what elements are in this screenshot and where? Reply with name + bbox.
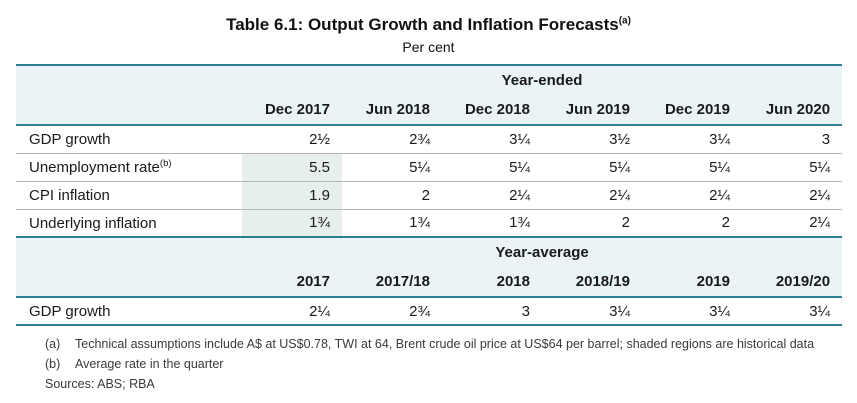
value-cell: 2¼ <box>509 186 530 204</box>
footnote-text: Technical assumptions include A$ at US$0… <box>75 337 815 351</box>
empty-corner-cell <box>16 95 242 125</box>
table-row-unemployment-rate: Unemployment rate(b) 5.5 5¼ 5¼ 5¼ 5¼ 5¼ <box>16 153 843 181</box>
value-cell: 3 <box>521 302 530 320</box>
value-cell: 1.9 <box>242 181 342 209</box>
value-cell: 3¼ <box>609 302 630 320</box>
empty-corner-cell <box>16 267 242 297</box>
value-cell: 3¼ <box>509 130 530 148</box>
year-average-band: Year-average <box>16 237 843 267</box>
year-average-section: Year-average 2017 2017/18 2018 2018/19 2… <box>16 237 843 325</box>
column-header: Jun 2020 <box>765 101 831 118</box>
footnote-a: (a) Technical assumptions include A$ at … <box>45 334 857 354</box>
value-cell: 5¼ <box>809 158 831 176</box>
column-header: Dec 2017 <box>264 101 330 118</box>
column-header: 2018 <box>496 273 530 290</box>
value-cell: 5¼ <box>509 158 530 176</box>
value-cell: 3½ <box>609 130 630 148</box>
table-title: Table 6.1: Output Growth and Inflation F… <box>0 15 857 35</box>
footnote-b: (b) Average rate in the quarter <box>45 354 857 374</box>
column-header: 2019 <box>696 273 730 290</box>
value-cell: 5¼ <box>409 158 430 176</box>
empty-corner-cell <box>16 65 242 95</box>
row-footnote-marker: (b) <box>159 158 172 169</box>
year-average-column-headers: 2017 2017/18 2018 2018/19 2019 2019/20 <box>16 267 843 297</box>
row-label: GDP growth <box>29 131 111 149</box>
value-cell: 1¾ <box>242 209 342 237</box>
year-ended-section: Year-ended Dec 2017 Jun 2018 Dec 2018 Ju… <box>16 65 843 237</box>
value-cell: 2 <box>721 214 730 232</box>
forecasts-table: Year-ended Dec 2017 Jun 2018 Dec 2018 Ju… <box>16 64 843 326</box>
row-label: CPI inflation <box>29 187 110 204</box>
value-cell: 5¼ <box>709 158 730 176</box>
column-header: Jun 2019 <box>565 101 630 118</box>
column-header: Dec 2018 <box>464 101 530 118</box>
value-cell: 3 <box>821 130 831 148</box>
page: Table 6.1: Output Growth and Inflation F… <box>0 15 857 394</box>
footnote-text: Average rate in the quarter <box>75 357 224 371</box>
row-label: GDP growth <box>29 303 111 320</box>
value-cell: 2¼ <box>809 186 831 204</box>
value-cell: 3¼ <box>709 302 730 320</box>
value-cell: 2¼ <box>809 214 831 232</box>
value-cell: 3¼ <box>809 302 831 320</box>
footnote-marker: (a) <box>45 337 61 351</box>
row-label: Unemployment rate(b) <box>29 158 172 176</box>
value-cell: 2 <box>421 186 430 204</box>
value-cell: 2¼ <box>709 186 730 204</box>
value-cell: 2½ <box>309 130 330 148</box>
row-label: Underlying inflation <box>29 214 157 232</box>
value-cell: 2¼ <box>309 302 330 320</box>
value-cell: 1¾ <box>509 214 530 232</box>
value-cell: 5¼ <box>609 158 630 176</box>
empty-corner-cell <box>16 237 242 267</box>
year-ended-band: Year-ended <box>16 65 843 95</box>
value-cell: 5.5 <box>242 153 342 181</box>
table-row-underlying-inflation: Underlying inflation 1¾ 1¾ 1¾ 2 2 2¼ <box>16 209 843 237</box>
table-row-gdp-growth: GDP growth 2½ 2¾ 3¼ 3½ 3¼ 3 <box>16 125 842 153</box>
value-cell: 2 <box>621 214 630 232</box>
column-header: 2017/18 <box>375 273 430 290</box>
year-ended-column-headers: Dec 2017 Jun 2018 Dec 2018 Jun 2019 Dec … <box>16 95 843 125</box>
value-cell: 3¼ <box>709 130 730 148</box>
value-cell: 2¼ <box>609 186 630 204</box>
sources-line: Sources: ABS; RBA <box>45 377 155 391</box>
section-header-year-ended: Year-ended <box>501 72 583 89</box>
table-title-footnote-marker: (a) <box>618 15 631 27</box>
column-header: 2017 <box>296 273 330 290</box>
table-row-gdp-growth-year-average: GDP growth 2¼ 2¾ 3 3¼ 3¼ 3¼ <box>16 297 842 325</box>
table-row-cpi-inflation: CPI inflation 1.9 2 2¼ 2¼ 2¼ 2¼ <box>16 181 843 209</box>
footnotes: (a) Technical assumptions include A$ at … <box>45 334 857 394</box>
value-cell: 2¾ <box>409 130 430 148</box>
column-header: 2019/20 <box>775 273 831 290</box>
footnote-marker: (b) <box>45 357 61 371</box>
column-header: 2018/19 <box>575 273 630 290</box>
section-header-year-average: Year-average <box>495 244 589 261</box>
table-subtitle: Per cent <box>402 39 455 55</box>
column-header: Dec 2019 <box>664 101 730 118</box>
value-cell: 2¾ <box>409 302 430 320</box>
column-header: Jun 2018 <box>365 101 430 118</box>
table-title-text: Table 6.1: Output Growth and Inflation F… <box>226 15 619 34</box>
value-cell: 1¾ <box>409 214 430 232</box>
